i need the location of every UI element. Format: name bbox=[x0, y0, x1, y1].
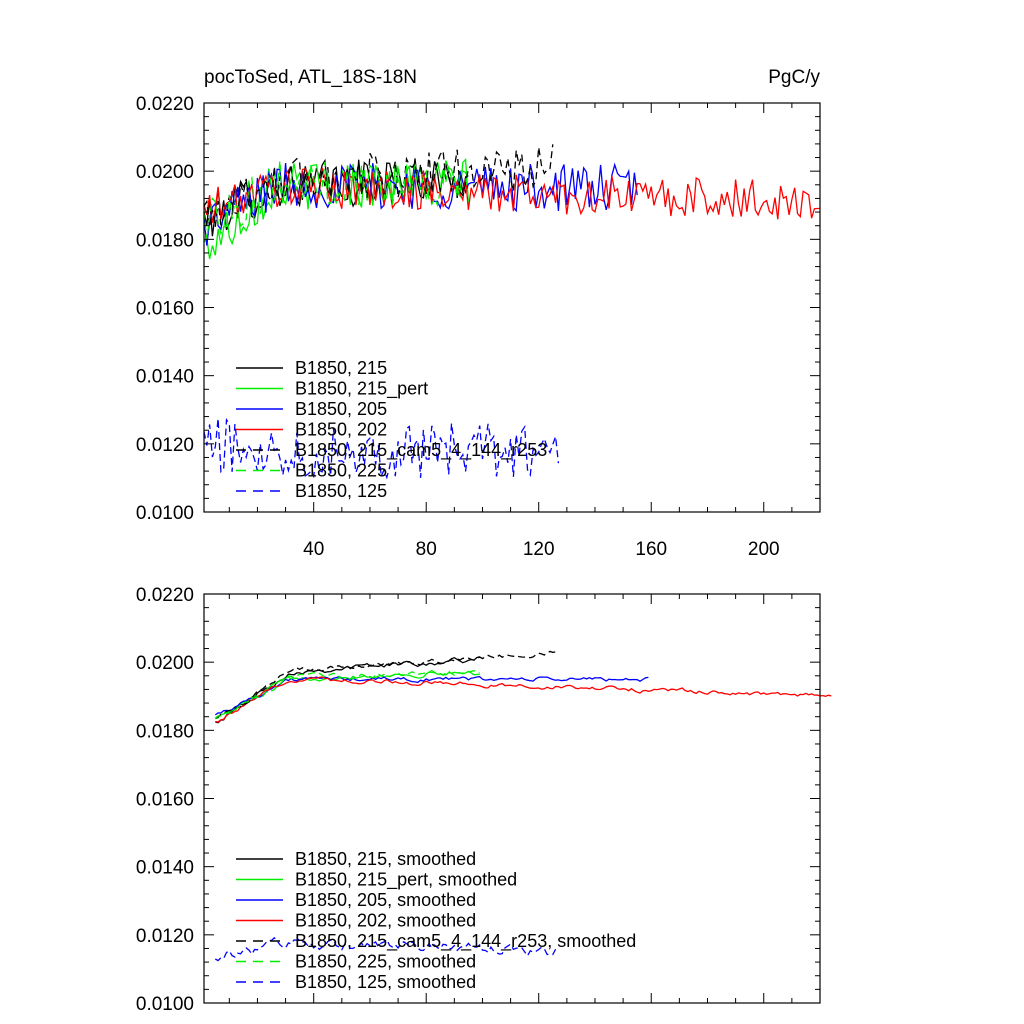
series-line-3 bbox=[214, 675, 649, 716]
y-tick-label: 0.0160 bbox=[136, 790, 194, 811]
series-line-5 bbox=[203, 144, 554, 228]
y-tick-label: 0.0180 bbox=[136, 721, 194, 742]
legend-label-5: B1850, 215_cam5_4_144_r253, smoothed bbox=[295, 931, 636, 952]
legend-label-2: B1850, 215_pert, smoothed bbox=[295, 870, 517, 891]
y-tick-label: 0.0140 bbox=[136, 367, 194, 388]
y-tick-label: 0.0180 bbox=[136, 230, 194, 251]
x-tick-label: 120 bbox=[523, 539, 555, 560]
legend-label-7: B1850, 125, smoothed bbox=[295, 972, 476, 992]
y-tick-label: 0.0220 bbox=[136, 585, 194, 606]
legend-label-6: B1850, 225, smoothed bbox=[295, 952, 476, 972]
legend-label-1: B1850, 215 bbox=[295, 358, 387, 378]
legend-label-7: B1850, 125 bbox=[295, 481, 387, 501]
series-line-7 bbox=[203, 417, 560, 480]
units-label: PgC/y bbox=[768, 67, 820, 88]
x-tick-label: 160 bbox=[635, 539, 667, 560]
x-tick-label: 200 bbox=[748, 539, 780, 560]
legend-label-4: B1850, 202 bbox=[295, 420, 387, 440]
legend-label-5: B1850, 215_cam5_4_144_r253 bbox=[295, 440, 547, 461]
series-line-7 bbox=[214, 936, 557, 962]
y-tick-label: 0.0200 bbox=[136, 162, 194, 183]
y-tick-label: 0.0100 bbox=[136, 503, 194, 524]
legend-label-6: B1850, 225 bbox=[295, 461, 387, 481]
series-line-4 bbox=[215, 676, 832, 723]
y-tick-label: 0.0220 bbox=[136, 94, 194, 115]
legend-label-2: B1850, 215_pert bbox=[295, 379, 428, 400]
x-tick-label: 40 bbox=[303, 539, 324, 560]
y-tick-label: 0.0120 bbox=[136, 926, 194, 947]
y-tick-label: 0.0100 bbox=[136, 994, 194, 1015]
y-tick-label: 0.0140 bbox=[136, 858, 194, 879]
legend-label-3: B1850, 205 bbox=[295, 399, 387, 419]
legend-label-1: B1850, 215, smoothed bbox=[295, 849, 476, 869]
series-line-4 bbox=[203, 167, 820, 223]
bottom-panel: 0.0100 0.0120 0.0140 0.0160 0.0180 0.0200 0.02… bbox=[136, 585, 832, 1015]
legend-label-4: B1850, 202, smoothed bbox=[295, 911, 476, 931]
y-tick-label: 0.0120 bbox=[136, 435, 194, 456]
series-line-5 bbox=[215, 650, 559, 719]
y-tick-label: 0.0160 bbox=[136, 299, 194, 320]
x-tick-label: 80 bbox=[416, 539, 437, 560]
top-panel: 0.0100 0.0120 0.0140 0.0160 0.0180 0.0200 0.02… bbox=[136, 67, 821, 560]
legend-label-3: B1850, 205, smoothed bbox=[295, 890, 476, 910]
series-line-6 bbox=[203, 160, 470, 240]
y-tick-label: 0.0200 bbox=[136, 653, 194, 674]
series-line-1 bbox=[215, 656, 480, 724]
series-line-6 bbox=[214, 669, 480, 719]
chart-title: pocToSed, ATL_18S-18N bbox=[204, 67, 417, 88]
